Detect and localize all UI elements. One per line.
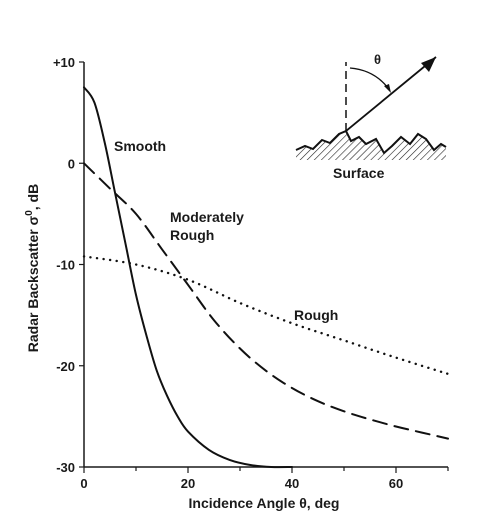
series-line-moderately-rough [83,162,449,440]
incident-ray-line [345,56,437,132]
surface-profile-line [295,129,447,155]
surface-caption: Surface [333,165,385,181]
incident-ray-arrowhead [421,57,436,72]
x-tick-label: 0 [80,476,87,491]
angle-theta-label: θ [374,52,381,67]
x-ticks: 0 20 40 60 [80,467,449,491]
y-ticks: +10 0 -10 -20 -30 [53,55,84,475]
surface-ground-hatch [296,131,446,160]
series-line-smooth [83,86,293,469]
y-axis-title-main: Radar Backscatter σ [25,215,41,352]
series-label-moderately-rough-line2: Rough [170,227,214,243]
y-tick-label: -30 [56,460,75,475]
angle-arc-line [349,67,389,89]
series-label-smooth: Smooth [114,138,166,154]
series-layer [82,86,450,469]
series-line-rough [82,255,450,376]
y-tick-label: -10 [56,258,75,273]
x-axis-title: Incidence Angle θ, deg [189,495,340,511]
y-tick-label: 0 [68,156,75,171]
y-tick-label: +10 [53,55,75,70]
surface-inset-diagram: θ Surface [295,52,447,181]
y-tick-label: -20 [56,359,75,374]
x-tick-label: 20 [181,476,195,491]
y-axis-title: Radar Backscatter σ0, dB [24,184,41,352]
series-label-moderately-rough-line1: Moderately [170,209,244,225]
y-axis-title-superscript: 0 [24,210,35,216]
axes: +10 0 -10 -20 -30 0 20 40 60 [53,55,449,491]
x-tick-label: 40 [285,476,299,491]
angle-arc-arrowhead [384,84,391,93]
x-tick-label: 60 [389,476,403,491]
y-axis-title-unit: , dB [25,184,41,210]
series-label-rough: Rough [294,307,338,323]
